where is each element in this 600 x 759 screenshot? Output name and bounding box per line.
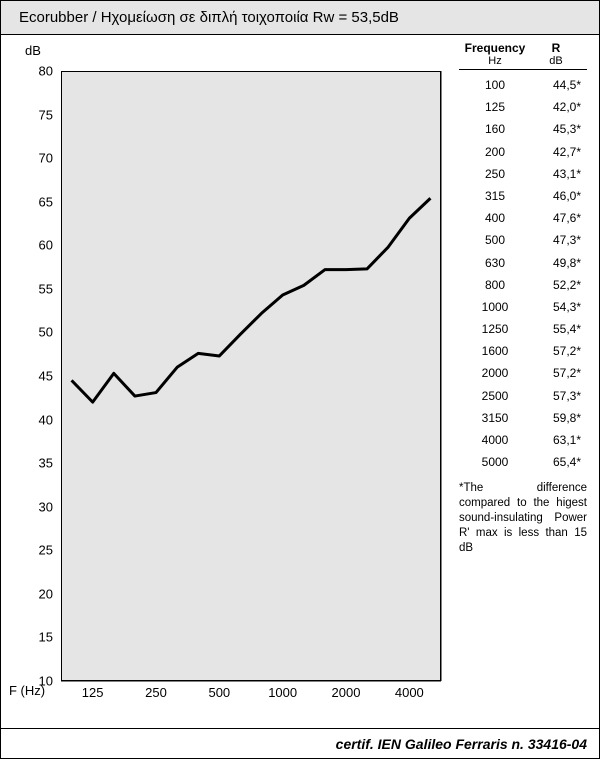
table-cell-r: 45,3*: [531, 118, 585, 140]
table-cell-r: 49,8*: [531, 252, 585, 274]
table-cell-freq: 2000: [459, 362, 531, 384]
table-cell-r: 47,6*: [531, 207, 585, 229]
table-cell-r: 44,5*: [531, 74, 585, 96]
table-cell-freq: 1000: [459, 296, 531, 318]
y-tick-label: 20: [13, 586, 53, 601]
table-cell-r: 46,0*: [531, 185, 585, 207]
y-tick-label: 30: [13, 499, 53, 514]
x-tick-label: 500: [208, 685, 230, 700]
gridline-horizontal: [61, 681, 441, 682]
y-tick-label: 25: [13, 543, 53, 558]
x-tick-label: 125: [82, 685, 104, 700]
x-tick-label: 250: [145, 685, 167, 700]
y-tick-label: 60: [13, 238, 53, 253]
table-footnote: *The difference compared to the higest s…: [459, 481, 587, 556]
table-sub-r: dB: [531, 55, 581, 67]
certification-bar: certif. IEN Galileo Ferraris n. 33416-04: [1, 728, 599, 758]
y-tick-label: 75: [13, 107, 53, 122]
x-tick-label: 1000: [268, 685, 297, 700]
table-cell-freq: 100: [459, 74, 531, 96]
table-row: 400063,1*: [459, 429, 587, 451]
table-row: 63049,8*: [459, 252, 587, 274]
table-cell-r: 57,3*: [531, 385, 585, 407]
table-row: 315059,8*: [459, 407, 587, 429]
table-header-r: R: [531, 41, 581, 55]
table-cell-freq: 160: [459, 118, 531, 140]
table-row: 10044,5*: [459, 74, 587, 96]
table-header-freq: Frequency: [459, 41, 531, 55]
plot-area: 1015202530354045505560657075801252505001…: [61, 71, 441, 681]
certification-text: certif. IEN Galileo Ferraris n. 33416-04: [336, 736, 587, 752]
table-row: 40047,6*: [459, 207, 587, 229]
figure-title-bar: Ecorubber / Ηχομείωση σε διπλή τοιχοποιί…: [1, 1, 599, 35]
table-cell-freq: 2500: [459, 385, 531, 407]
table-cell-freq: 250: [459, 163, 531, 185]
x-tick-label: 4000: [395, 685, 424, 700]
table-row: 25043,1*: [459, 163, 587, 185]
table-row: 125055,4*: [459, 318, 587, 340]
y-tick-label: 80: [13, 64, 53, 79]
table-body: 10044,5*12542,0*16045,3*20042,7*25043,1*…: [459, 74, 587, 473]
y-tick-label: 50: [13, 325, 53, 340]
table-row: 16045,3*: [459, 118, 587, 140]
table-cell-freq: 400: [459, 207, 531, 229]
table-cell-r: 52,2*: [531, 274, 585, 296]
table-cell-r: 47,3*: [531, 229, 585, 251]
table-cell-freq: 200: [459, 141, 531, 163]
table-row: 20042,7*: [459, 141, 587, 163]
y-tick-label: 15: [13, 630, 53, 645]
table-cell-r: 57,2*: [531, 362, 585, 384]
table-row: 500065,4*: [459, 451, 587, 473]
table-cell-freq: 800: [459, 274, 531, 296]
table-cell-freq: 1600: [459, 340, 531, 362]
table-cell-freq: 3150: [459, 407, 531, 429]
table-cell-r: 57,2*: [531, 340, 585, 362]
table-cell-freq: 500: [459, 229, 531, 251]
y-tick-label: 65: [13, 194, 53, 209]
table-row: 50047,3*: [459, 229, 587, 251]
y-tick-label: 40: [13, 412, 53, 427]
gridline-vertical: [441, 71, 442, 681]
table-subheader: Hz dB: [459, 55, 587, 70]
table-row: 80052,2*: [459, 274, 587, 296]
y-tick-label: 35: [13, 456, 53, 471]
table-row: 12542,0*: [459, 96, 587, 118]
table-header: Frequency R: [459, 41, 587, 55]
data-table: Frequency R Hz dB 10044,5*12542,0*16045,…: [459, 41, 587, 556]
y-tick-label: 70: [13, 151, 53, 166]
table-row: 250057,3*: [459, 385, 587, 407]
line-series: [61, 71, 441, 681]
y-tick-label: 45: [13, 369, 53, 384]
table-cell-freq: 5000: [459, 451, 531, 473]
series-line: [72, 198, 431, 402]
table-cell-freq: 315: [459, 185, 531, 207]
table-cell-r: 65,4*: [531, 451, 585, 473]
chart-area: 1015202530354045505560657075801252505001…: [61, 71, 441, 681]
table-cell-r: 59,8*: [531, 407, 585, 429]
table-cell-r: 42,0*: [531, 96, 585, 118]
table-cell-freq: 125: [459, 96, 531, 118]
figure-container: Ecorubber / Ηχομείωση σε διπλή τοιχοποιί…: [0, 0, 600, 759]
table-cell-freq: 4000: [459, 429, 531, 451]
table-row: 100054,3*: [459, 296, 587, 318]
table-row: 160057,2*: [459, 340, 587, 362]
table-sub-freq: Hz: [459, 55, 531, 67]
y-axis-label: dB: [25, 43, 41, 58]
x-tick-label: 2000: [332, 685, 361, 700]
table-cell-r: 55,4*: [531, 318, 585, 340]
table-cell-r: 43,1*: [531, 163, 585, 185]
figure-content: dB F (Hz) 101520253035404550556065707580…: [1, 35, 599, 725]
table-cell-r: 63,1*: [531, 429, 585, 451]
table-row: 200057,2*: [459, 362, 587, 384]
y-tick-label: 10: [13, 674, 53, 689]
table-cell-freq: 630: [459, 252, 531, 274]
table-cell-freq: 1250: [459, 318, 531, 340]
table-cell-r: 54,3*: [531, 296, 585, 318]
table-cell-r: 42,7*: [531, 141, 585, 163]
y-tick-label: 55: [13, 281, 53, 296]
table-row: 31546,0*: [459, 185, 587, 207]
figure-title: Ecorubber / Ηχομείωση σε διπλή τοιχοποιί…: [19, 9, 399, 26]
